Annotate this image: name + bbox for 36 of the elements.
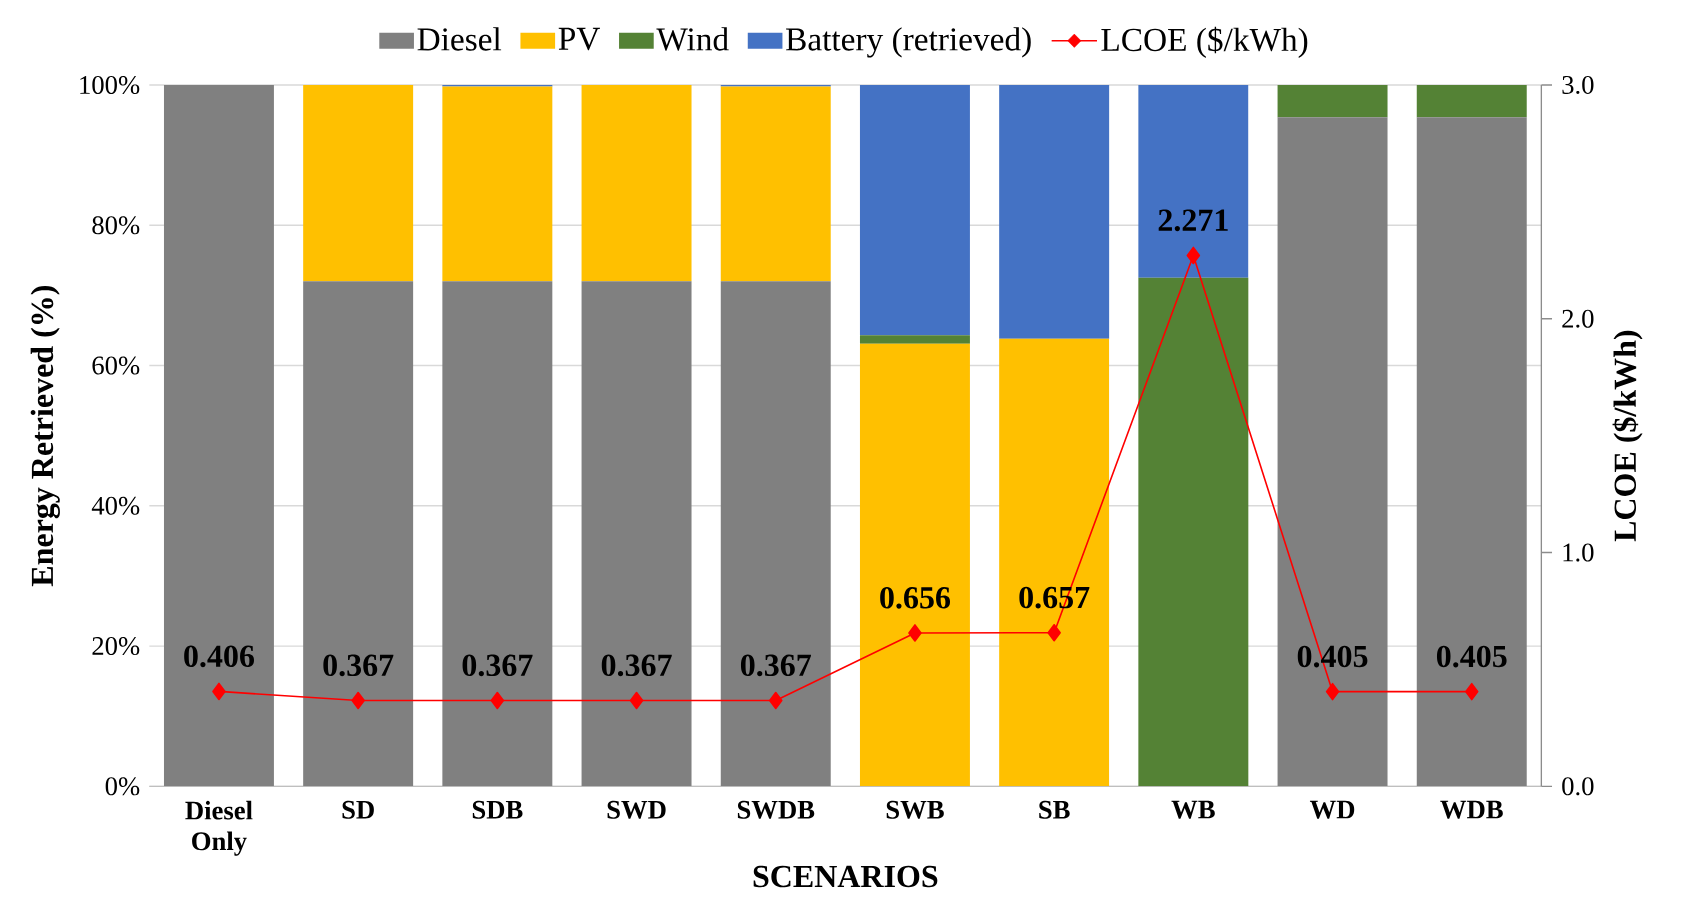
y-tick-label: 20% [92, 637, 140, 656]
x-axis-title: SCENARIOS [753, 865, 938, 888]
data-label: 0.367 [323, 654, 394, 677]
legend-label: LCOE ($/kWh) [1101, 26, 1308, 58]
x-tick-label: SWDB [737, 800, 815, 819]
data-label: 0.656 [880, 586, 950, 609]
legend-label: Wind [656, 27, 729, 51]
legend-label: Battery (retrieved) [786, 27, 1031, 58]
y2-tick-label: 0.0 [1562, 777, 1594, 796]
y2-tick-label: 1.0 [1563, 543, 1594, 562]
legend-label: Diesel [417, 27, 502, 51]
x-tick-label: Diesel Only [185, 800, 253, 856]
data-label: 0.406 [184, 645, 254, 668]
data-label: 0.367 [740, 654, 811, 677]
x-tick-label: SD [342, 800, 374, 819]
y-tick-label: 100% [80, 75, 140, 95]
x-tick-label: WB [1171, 800, 1215, 819]
y2-tick-label: 2.0 [1562, 309, 1594, 328]
x-tick-label: SWB [886, 800, 944, 819]
x-tick-label: SWD [607, 800, 666, 819]
data-label: 0.405 [1436, 645, 1507, 668]
y2-tick-label: 3.0 [1562, 75, 1594, 95]
y-axis-title: Energy Retrieved (%) [30, 286, 60, 587]
y-tick-label: 60% [92, 356, 140, 375]
x-tick-label: WD [1309, 800, 1355, 819]
data-label: 0.367 [462, 654, 533, 677]
y-tick-label: 80% [92, 216, 140, 235]
y-tick-label: 40% [91, 496, 140, 515]
y-tick-label: 0% [105, 777, 140, 796]
data-label: 0.367 [601, 654, 672, 677]
legend-label: PV [558, 27, 600, 51]
x-tick-label: SDB [472, 800, 523, 819]
x-tick-label: SB [1039, 800, 1070, 819]
y2-axis-title: LCOE ($/kWh) [1612, 330, 1643, 542]
data-label: 2.271 [1158, 209, 1228, 232]
x-tick-label: WDB [1440, 800, 1503, 819]
